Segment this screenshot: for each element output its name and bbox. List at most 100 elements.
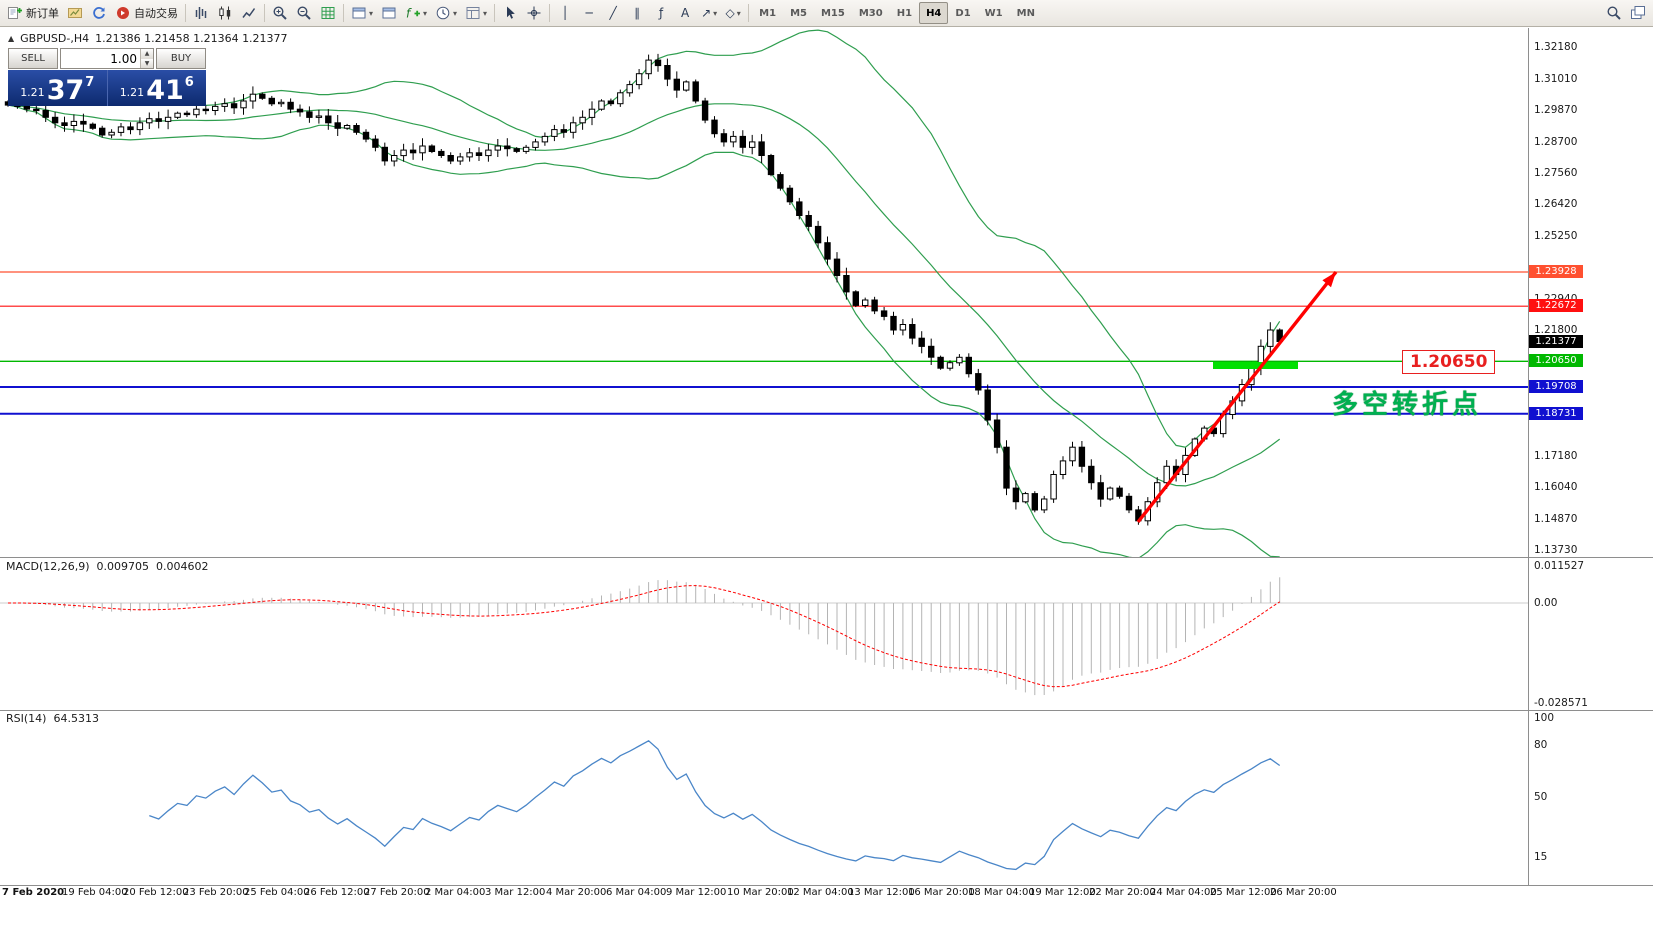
time-axis-label: 26 Mar 20:00	[1270, 887, 1337, 898]
buy-button[interactable]: BUY	[156, 48, 206, 69]
periods-button[interactable]: ▾	[431, 2, 461, 24]
buy-price-display[interactable]: 1.21 41 6	[108, 70, 207, 106]
candle-body	[711, 119, 718, 135]
line-chart-icon	[241, 5, 257, 21]
rsi-label: RSI(14)	[6, 712, 47, 725]
turning-point-annotation[interactable]: 多空转折点	[1332, 390, 1483, 420]
time-axis-label: 13 Mar 12:00	[848, 887, 915, 898]
rsi-indicator-header: RSI(14) 64.5313	[6, 712, 99, 725]
trade-panel-prices: 1.21 37 7 1.21 41 6	[8, 70, 206, 106]
rsi-axis-label: 100	[1534, 712, 1555, 724]
text-label-button[interactable]: A	[673, 2, 697, 24]
price-level-badge: 1.20650	[1529, 354, 1583, 367]
candle-body	[315, 115, 323, 118]
candle-body	[1078, 446, 1086, 467]
indicators-button[interactable]: f ▾	[401, 2, 431, 24]
tf-m5-button[interactable]: M5	[790, 7, 807, 19]
candle-body	[146, 118, 153, 124]
horizontal-line-button[interactable]: ─	[577, 2, 601, 24]
templates-button[interactable]: ▾	[461, 2, 491, 24]
candle-body	[720, 133, 728, 143]
sell-button[interactable]: SELL	[8, 48, 58, 69]
candle-body	[202, 108, 210, 112]
price-annotation-label[interactable]: 1.20650	[1402, 350, 1496, 374]
rsi-panel-layer	[149, 740, 1281, 871]
candle-body	[767, 155, 775, 176]
candle-body	[664, 65, 671, 80]
autotrading-button[interactable]: 自动交易	[111, 2, 182, 24]
candlestick-chart-button[interactable]	[213, 2, 237, 24]
grid-button[interactable]	[316, 2, 340, 24]
tf-m1-button[interactable]: M1	[759, 7, 777, 19]
fibonacci-button[interactable]: ƒ	[649, 2, 673, 24]
sell-price-main: 37	[46, 74, 85, 106]
zoom-out-button[interactable]	[292, 2, 316, 24]
sell-price-prefix: 1.21	[20, 86, 45, 99]
candle-body	[786, 187, 794, 203]
time-axis: 7 Feb 2020 19 Feb 04:00 20 Feb 12:00 23 Feb…	[0, 887, 1528, 903]
zoom-in-button[interactable]	[268, 2, 292, 24]
rsi-axis-label: 50	[1534, 791, 1548, 803]
cursor-button[interactable]	[498, 2, 522, 24]
new-chart-window-button[interactable]: ▾	[347, 2, 377, 24]
price-axis-label: 1.16040	[1534, 481, 1578, 493]
candle-body	[428, 145, 436, 152]
tf-h4-button[interactable]: H4	[919, 2, 949, 24]
tf-mn-button[interactable]: MN	[1016, 7, 1035, 19]
refresh-button[interactable]	[87, 2, 111, 24]
candle-body	[607, 100, 615, 105]
lot-size-input[interactable]: 1.00	[110, 52, 137, 66]
candle-body	[1097, 482, 1104, 500]
sell-price-display[interactable]: 1.21 37 7	[8, 70, 108, 106]
candle-body	[843, 275, 850, 293]
candle-body	[1125, 495, 1133, 511]
chart-profile-button[interactable]	[63, 2, 87, 24]
text-label-icon: A	[680, 6, 690, 20]
tf-d1-button[interactable]: D1	[955, 7, 971, 19]
chart-profile-icon	[67, 5, 83, 21]
lot-size-box: 1.00 ▲ ▼	[60, 48, 154, 69]
trendline-button[interactable]: ╱	[601, 2, 625, 24]
candle-body	[447, 155, 454, 162]
candle-body	[701, 100, 709, 121]
candle-body	[240, 100, 247, 109]
dropdown-arrow-icon: ▾	[423, 8, 428, 18]
tf-m15-button[interactable]: M15	[820, 7, 845, 19]
zoom-in-icon	[272, 5, 288, 21]
vertical-line-icon: │	[561, 6, 569, 20]
time-axis-label: 6 Mar 04:00	[606, 887, 667, 898]
candle-body	[522, 146, 530, 152]
candle-body	[1003, 446, 1010, 489]
vertical-line-button[interactable]: │	[553, 2, 577, 24]
green-highlight-bar[interactable]	[1213, 362, 1298, 369]
time-axis-label: 25 Mar 12:00	[1210, 887, 1277, 898]
candle-body	[928, 345, 935, 358]
time-axis-label: 3 Mar 12:00	[485, 887, 546, 898]
arrows-button[interactable]: ↗ ▾	[697, 2, 721, 24]
window-icon	[381, 5, 397, 21]
macd-indicator-header: MACD(12,26,9) 0.009705 0.004602	[6, 560, 209, 573]
new-order-button[interactable]: 新订单	[3, 2, 63, 24]
chart-window-button[interactable]	[377, 2, 401, 24]
candle-body	[899, 324, 907, 331]
tf-h1-button[interactable]: H1	[896, 7, 913, 19]
trend-arrow-line[interactable]	[1136, 270, 1338, 524]
candle-body	[353, 125, 360, 133]
candle-body	[617, 92, 624, 105]
bar-chart-button[interactable]	[189, 2, 213, 24]
channel-button[interactable]: ∥	[625, 2, 649, 24]
candle-body	[259, 93, 266, 99]
candle-body	[504, 145, 511, 150]
search-button[interactable]	[1602, 2, 1626, 24]
candle-body	[871, 299, 878, 312]
crosshair-button[interactable]	[522, 2, 546, 24]
lot-decrease-button[interactable]: ▼	[141, 58, 153, 68]
tf-w1-button[interactable]: W1	[984, 7, 1003, 19]
lot-increase-button[interactable]: ▲	[141, 49, 153, 59]
line-chart-button[interactable]	[237, 2, 261, 24]
price-axis-label: 1.14870	[1534, 513, 1578, 525]
tf-m30-button[interactable]: M30	[858, 7, 883, 19]
shapes-button[interactable]: ◇ ▾	[721, 2, 745, 24]
cascade-windows-button[interactable]	[1626, 2, 1650, 24]
